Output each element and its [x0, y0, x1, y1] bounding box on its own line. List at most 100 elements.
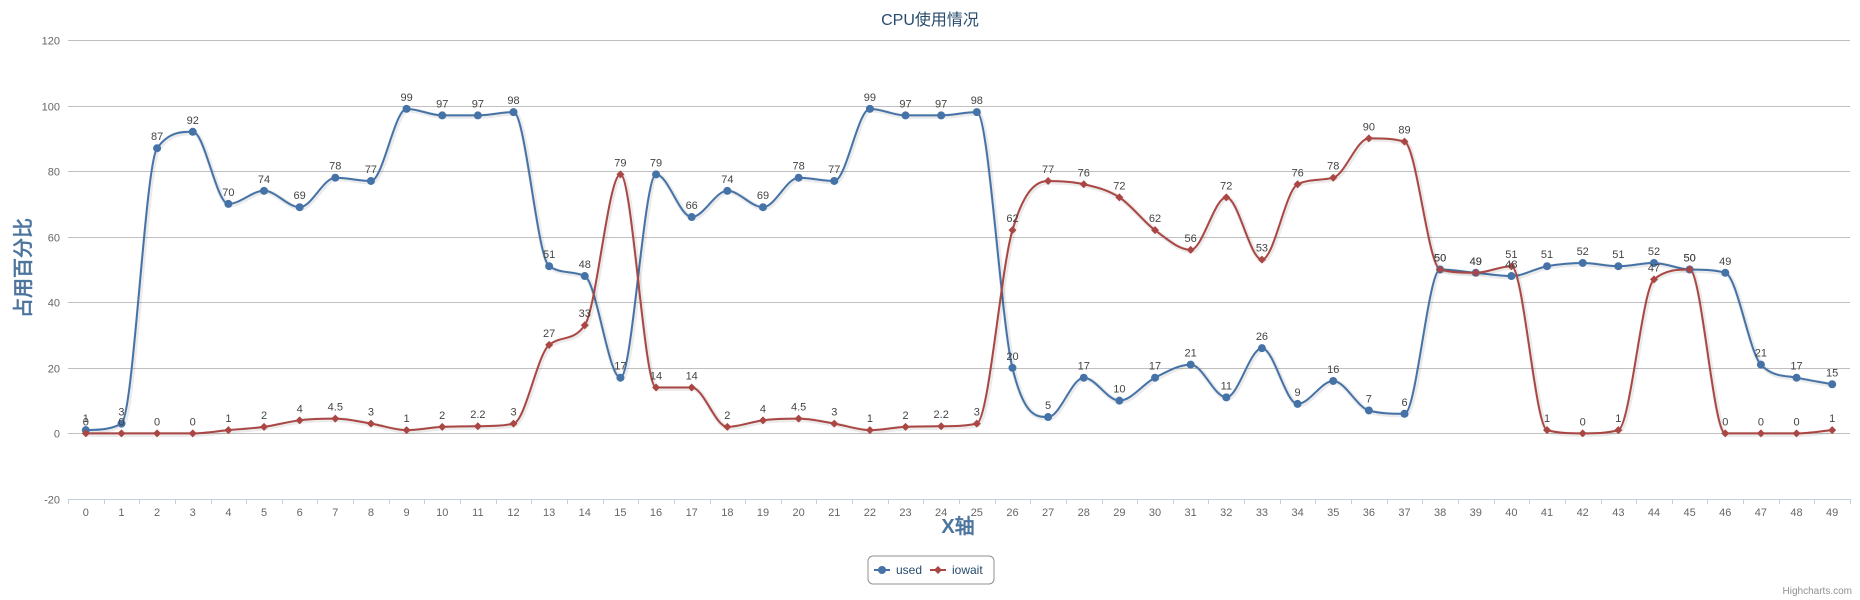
point-marker-iowait[interactable]	[188, 429, 197, 438]
point-marker-iowait[interactable]	[616, 170, 625, 179]
point-marker-iowait[interactable]	[794, 414, 803, 423]
legend-item-iowait[interactable]: iowait	[930, 563, 983, 577]
point-marker-iowait[interactable]	[901, 422, 910, 431]
point-marker-iowait[interactable]	[1329, 173, 1338, 182]
point-marker-iowait[interactable]	[1721, 429, 1730, 438]
point-marker-iowait[interactable]	[260, 422, 269, 431]
point-marker-iowait[interactable]	[830, 419, 839, 428]
point-marker-used[interactable]	[1756, 360, 1765, 369]
point-marker-used[interactable]	[1151, 373, 1160, 382]
point-marker-iowait[interactable]	[1507, 262, 1516, 271]
point-marker-iowait[interactable]	[1543, 426, 1552, 435]
point-marker-iowait[interactable]	[402, 426, 411, 435]
point-marker-used[interactable]	[438, 111, 447, 120]
point-marker-used[interactable]	[1329, 376, 1338, 385]
point-marker-used[interactable]	[153, 144, 162, 153]
point-marker-used[interactable]	[260, 186, 269, 195]
point-marker-used[interactable]	[1543, 262, 1552, 271]
point-marker-iowait[interactable]	[1828, 426, 1837, 435]
point-marker-used[interactable]	[1222, 393, 1231, 402]
point-marker-used[interactable]	[1721, 268, 1730, 277]
point-marker-iowait[interactable]	[366, 419, 375, 428]
point-marker-iowait[interactable]	[331, 414, 340, 423]
point-marker-iowait[interactable]	[81, 429, 90, 438]
point-marker-used[interactable]	[1186, 360, 1195, 369]
point-marker-iowait[interactable]	[1436, 265, 1445, 274]
point-marker-iowait[interactable]	[473, 422, 482, 431]
point-marker-iowait[interactable]	[723, 422, 732, 431]
point-marker-used[interactable]	[1400, 409, 1409, 418]
point-marker-iowait[interactable]	[1614, 426, 1623, 435]
point-marker-used[interactable]	[1364, 406, 1373, 415]
point-marker-iowait[interactable]	[117, 429, 126, 438]
point-marker-iowait[interactable]	[1649, 275, 1658, 284]
point-marker-used[interactable]	[1257, 344, 1266, 353]
point-marker-iowait[interactable]	[438, 422, 447, 431]
point-marker-iowait[interactable]	[1257, 255, 1266, 264]
point-marker-used[interactable]	[545, 262, 554, 271]
point-marker-iowait[interactable]	[1685, 265, 1694, 274]
point-marker-iowait[interactable]	[1186, 245, 1195, 254]
point-marker-used[interactable]	[1044, 413, 1053, 422]
point-marker-used[interactable]	[1828, 380, 1837, 389]
point-marker-iowait[interactable]	[937, 422, 946, 431]
point-marker-iowait[interactable]	[580, 321, 589, 330]
point-marker-used[interactable]	[580, 272, 589, 281]
point-marker-used[interactable]	[331, 173, 340, 182]
point-marker-used[interactable]	[1079, 373, 1088, 382]
point-marker-iowait[interactable]	[687, 383, 696, 392]
point-marker-iowait[interactable]	[1293, 180, 1302, 189]
point-marker-iowait[interactable]	[972, 419, 981, 428]
point-marker-used[interactable]	[1649, 258, 1658, 267]
point-marker-iowait[interactable]	[1115, 193, 1124, 202]
point-marker-used[interactable]	[1578, 258, 1587, 267]
point-marker-used[interactable]	[1614, 262, 1623, 271]
point-marker-used[interactable]	[188, 127, 197, 136]
series-line-iowait[interactable]	[85, 137, 1833, 435]
point-marker-iowait[interactable]	[1044, 176, 1053, 185]
legend-item-used[interactable]: used	[874, 563, 922, 577]
point-marker-used[interactable]	[1293, 399, 1302, 408]
point-marker-used[interactable]	[1115, 396, 1124, 405]
point-marker-used[interactable]	[758, 203, 767, 212]
point-marker-used[interactable]	[1507, 272, 1516, 281]
point-marker-used[interactable]	[402, 104, 411, 113]
point-marker-used[interactable]	[794, 173, 803, 182]
point-marker-iowait[interactable]	[652, 383, 661, 392]
credits-link[interactable]: Highcharts.com	[1783, 586, 1852, 597]
point-marker-used[interactable]	[865, 104, 874, 113]
point-marker-used[interactable]	[473, 111, 482, 120]
point-marker-iowait[interactable]	[1471, 268, 1480, 277]
point-marker-used[interactable]	[295, 203, 304, 212]
point-marker-iowait[interactable]	[1008, 226, 1017, 235]
point-marker-iowait[interactable]	[295, 416, 304, 425]
point-marker-used[interactable]	[366, 176, 375, 185]
point-marker-used[interactable]	[652, 170, 661, 179]
point-marker-iowait[interactable]	[509, 419, 518, 428]
point-marker-iowait[interactable]	[153, 429, 162, 438]
point-marker-used[interactable]	[1792, 373, 1801, 382]
point-marker-used[interactable]	[616, 373, 625, 382]
point-marker-iowait[interactable]	[865, 426, 874, 435]
point-marker-used[interactable]	[224, 199, 233, 208]
point-marker-iowait[interactable]	[1578, 429, 1587, 438]
point-marker-used[interactable]	[687, 213, 696, 222]
point-marker-used[interactable]	[117, 419, 126, 428]
point-marker-used[interactable]	[972, 108, 981, 117]
point-marker-iowait[interactable]	[545, 340, 554, 349]
series-line-used[interactable]	[85, 107, 1833, 432]
point-marker-iowait[interactable]	[224, 426, 233, 435]
point-marker-used[interactable]	[1008, 363, 1017, 372]
point-marker-iowait[interactable]	[758, 416, 767, 425]
point-marker-iowait[interactable]	[1079, 180, 1088, 189]
point-marker-iowait[interactable]	[1756, 429, 1765, 438]
point-marker-used[interactable]	[901, 111, 910, 120]
point-marker-used[interactable]	[723, 186, 732, 195]
point-marker-iowait[interactable]	[1364, 134, 1373, 143]
point-marker-used[interactable]	[937, 111, 946, 120]
point-marker-iowait[interactable]	[1400, 137, 1409, 146]
point-marker-used[interactable]	[830, 176, 839, 185]
point-marker-iowait[interactable]	[1792, 429, 1801, 438]
point-marker-iowait[interactable]	[1151, 226, 1160, 235]
point-marker-iowait[interactable]	[1222, 193, 1231, 202]
